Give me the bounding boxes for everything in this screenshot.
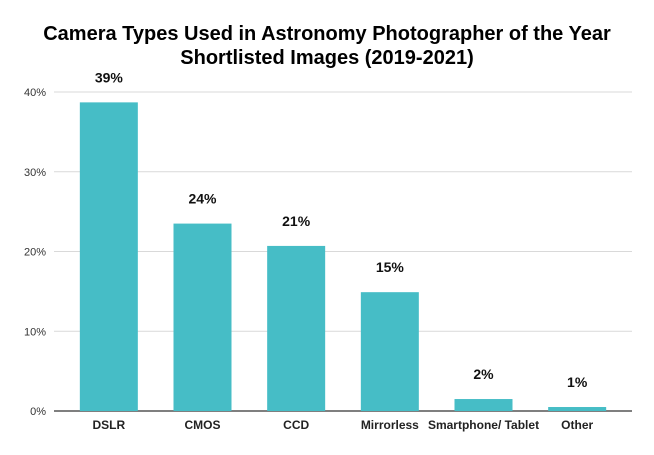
gridlines	[54, 91, 632, 412]
y-axis-ticks: 0% 10% 20% 30% 40%	[24, 87, 46, 418]
category-label: CMOS	[185, 418, 221, 432]
chart-title-line-1: Camera Types Used in Astronomy Photograp…	[43, 23, 611, 45]
y-tick-label: 40%	[24, 87, 46, 99]
data-label: 1%	[567, 374, 588, 390]
bars	[79, 102, 607, 412]
bar-ccd	[267, 245, 326, 411]
bar-cmos	[173, 223, 232, 411]
category-label: Mirrorless	[361, 418, 419, 432]
data-labels: 39% 24% 21% 15% 2% 1%	[95, 69, 588, 390]
bar-dslr	[79, 102, 138, 412]
bar-other	[548, 407, 607, 411]
x-axis-categories: DSLR CMOS CCD Mirrorless Smartphone/ Tablet O…	[92, 418, 593, 432]
data-label: 21%	[282, 213, 311, 229]
chart-title-line-2: Shortlisted Images (2019-2021)	[180, 47, 474, 69]
data-label: 24%	[188, 191, 217, 207]
y-tick-label: 0%	[30, 406, 46, 418]
category-label: Other	[561, 418, 593, 432]
bar-smartphone-tablet	[454, 399, 513, 411]
data-label: 39%	[95, 69, 124, 85]
y-tick-label: 30%	[24, 167, 46, 179]
data-label: 2%	[473, 366, 494, 382]
category-label: Smartphone/ Tablet	[428, 418, 539, 432]
data-label: 15%	[376, 259, 405, 275]
bar-mirrorless	[360, 292, 419, 411]
y-tick-label: 20%	[24, 247, 46, 259]
category-label: CCD	[283, 418, 309, 432]
y-tick-label: 10%	[24, 326, 46, 338]
chart-title: Camera Types Used in Astronomy Photograp…	[0, 22, 654, 70]
category-label: DSLR	[92, 418, 125, 432]
